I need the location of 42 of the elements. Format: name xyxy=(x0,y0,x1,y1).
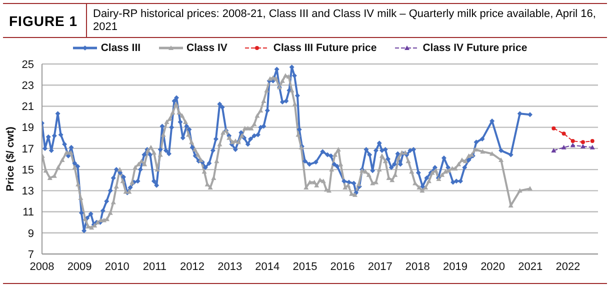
y-axis-title: Price ($/ cwt) xyxy=(4,126,17,192)
point xyxy=(580,140,585,144)
x-tick-label: 2009 xyxy=(67,260,92,273)
y-tick-label: 25 xyxy=(22,58,34,71)
point xyxy=(570,139,575,144)
point xyxy=(570,142,576,148)
x-tick-label: 2013 xyxy=(218,260,242,273)
x-tick-label: 2022 xyxy=(556,260,580,273)
x-tick-label: 2015 xyxy=(292,260,318,273)
x-tick-label: 2016 xyxy=(330,260,355,273)
legend-label: Class IV Future price xyxy=(422,42,528,54)
x-tick-label: 2019 xyxy=(443,260,468,273)
x-tick-label: 2014 xyxy=(255,260,280,273)
x-tick-label: 2021 xyxy=(518,260,543,273)
y-tick-label: 19 xyxy=(22,122,34,134)
x-tick-label: 2012 xyxy=(180,260,205,273)
y-tick-label: 13 xyxy=(22,186,34,198)
legend-label: Class III Future price xyxy=(273,42,377,54)
chart-subtitle: Dairy-RP historical prices: 2008-21, Class III and Class IV milk – Quarterly milk price available, April 16, 2021 xyxy=(92,8,597,34)
y-tick-label: 21 xyxy=(22,101,34,114)
point xyxy=(590,144,595,150)
x-tick-label: 2011 xyxy=(142,260,167,273)
y-tick-label: 23 xyxy=(22,80,34,92)
y-tick-label: 9 xyxy=(28,228,34,240)
chart-title: FIGURE 1 xyxy=(3,4,87,37)
x-tick-label: 2008 xyxy=(30,260,54,273)
point xyxy=(590,139,594,144)
y-tick-label: 7 xyxy=(28,248,34,261)
legend-label: Class IV xyxy=(186,42,228,54)
x-tick-label: 2020 xyxy=(480,260,506,273)
point xyxy=(552,126,556,130)
y-tick-label: 15 xyxy=(22,164,34,176)
point xyxy=(580,144,586,148)
x-tick-label: 2018 xyxy=(405,260,430,273)
point xyxy=(561,144,566,150)
point xyxy=(562,132,566,136)
x-tick-label: 2017 xyxy=(368,260,392,273)
x-tick-label: 2010 xyxy=(104,260,130,273)
legend-label: Class III xyxy=(100,42,141,54)
y-tick-label: 11 xyxy=(22,206,34,219)
point xyxy=(551,148,556,153)
y-tick-label: 17 xyxy=(22,143,34,156)
